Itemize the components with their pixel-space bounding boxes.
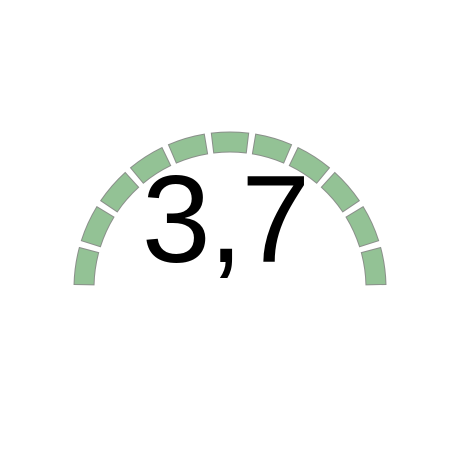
gauge-segment [80, 205, 115, 248]
gauge-segment [210, 131, 250, 154]
gauge-segment [320, 171, 360, 213]
gauge-segment [167, 133, 209, 164]
gauge-value: 3,7 [141, 151, 310, 289]
gauge-segment [73, 246, 100, 286]
gauge-segment [129, 146, 172, 184]
gauge-segment [288, 146, 331, 184]
gauge-segments [73, 131, 387, 286]
gauge-segment [345, 205, 380, 248]
gauge-segment [360, 246, 387, 286]
gauge-segment [100, 171, 140, 213]
gauge-segment [251, 133, 293, 164]
